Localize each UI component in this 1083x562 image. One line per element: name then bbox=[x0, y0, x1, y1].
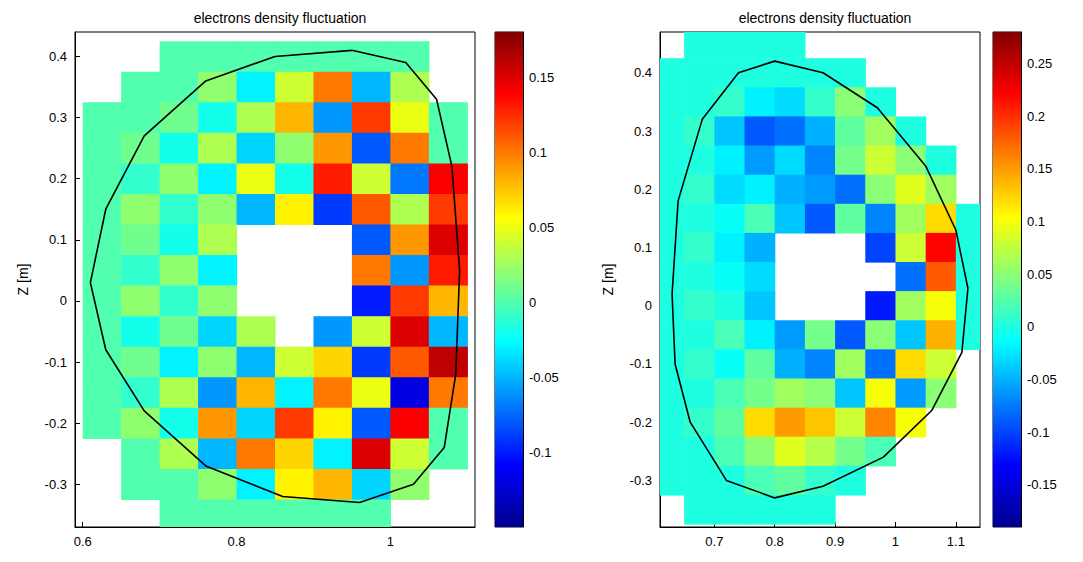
svg-text:0.15: 0.15 bbox=[529, 70, 554, 85]
svg-text:0: 0 bbox=[645, 298, 652, 313]
svg-text:0.05: 0.05 bbox=[1027, 267, 1052, 282]
svg-text:-0.2: -0.2 bbox=[630, 415, 652, 430]
svg-text:-0.2: -0.2 bbox=[45, 416, 67, 431]
svg-text:-0.1: -0.1 bbox=[529, 445, 551, 460]
svg-text:0.15: 0.15 bbox=[1027, 161, 1052, 176]
svg-text:-0.3: -0.3 bbox=[630, 473, 652, 488]
svg-text:0.2: 0.2 bbox=[634, 182, 652, 197]
svg-text:0.8: 0.8 bbox=[227, 534, 245, 549]
svg-text:0.1: 0.1 bbox=[49, 232, 67, 247]
svg-text:0: 0 bbox=[60, 293, 67, 308]
svg-text:-0.15: -0.15 bbox=[1027, 477, 1057, 492]
svg-text:0.7: 0.7 bbox=[705, 534, 723, 549]
svg-text:0: 0 bbox=[529, 295, 536, 310]
svg-text:0.1: 0.1 bbox=[634, 240, 652, 255]
svg-text:0.1: 0.1 bbox=[1027, 214, 1045, 229]
svg-text:0.25: 0.25 bbox=[1027, 56, 1052, 71]
svg-text:1.1: 1.1 bbox=[947, 534, 965, 549]
svg-text:electrons density fluctuation: electrons density fluctuation bbox=[739, 10, 912, 26]
svg-text:-0.05: -0.05 bbox=[1027, 372, 1057, 387]
svg-text:0.05: 0.05 bbox=[529, 220, 554, 235]
svg-text:0.9: 0.9 bbox=[826, 534, 844, 549]
svg-text:0.4: 0.4 bbox=[634, 65, 652, 80]
svg-text:0.3: 0.3 bbox=[49, 110, 67, 125]
svg-text:Z [m]: Z [m] bbox=[600, 264, 616, 296]
svg-text:1: 1 bbox=[387, 534, 394, 549]
svg-text:-0.3: -0.3 bbox=[45, 477, 67, 492]
svg-text:1: 1 bbox=[892, 534, 899, 549]
svg-text:Z [m]: Z [m] bbox=[15, 264, 31, 296]
svg-text:0: 0 bbox=[1027, 319, 1034, 334]
svg-text:0.1: 0.1 bbox=[529, 145, 547, 160]
svg-text:0.8: 0.8 bbox=[766, 534, 784, 549]
svg-text:0.2: 0.2 bbox=[49, 171, 67, 186]
svg-text:0.3: 0.3 bbox=[634, 124, 652, 139]
svg-text:electrons density fluctuation: electrons density fluctuation bbox=[194, 10, 367, 26]
svg-text:-0.05: -0.05 bbox=[529, 370, 559, 385]
svg-text:0.4: 0.4 bbox=[49, 49, 67, 64]
svg-text:0.2: 0.2 bbox=[1027, 109, 1045, 124]
svg-text:-0.1: -0.1 bbox=[630, 356, 652, 371]
svg-text:-0.1: -0.1 bbox=[1027, 425, 1049, 440]
svg-text:0.6: 0.6 bbox=[74, 534, 92, 549]
svg-text:-0.1: -0.1 bbox=[45, 355, 67, 370]
